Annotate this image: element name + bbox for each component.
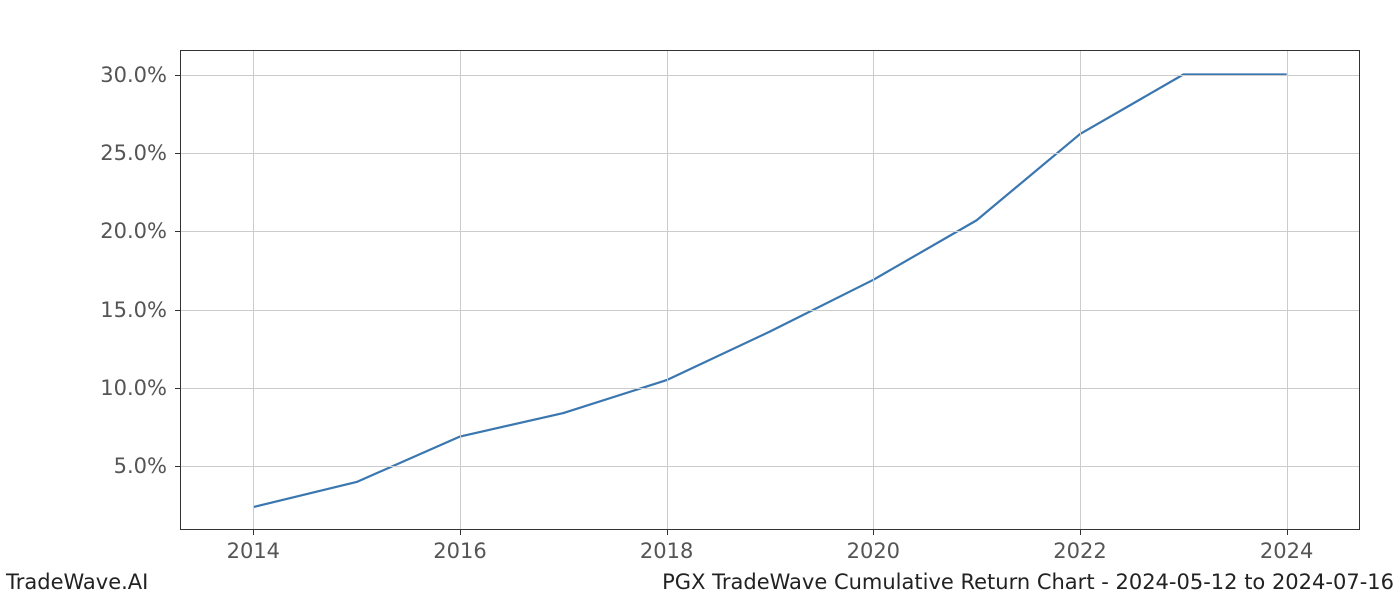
gridline-horizontal	[181, 466, 1359, 467]
y-tick	[175, 153, 181, 154]
footer-left-brand: TradeWave.AI	[6, 570, 148, 594]
x-tick-label: 2020	[847, 539, 900, 563]
chart-container: 2014201620182020202220245.0%10.0%15.0%20…	[180, 50, 1360, 530]
x-tick	[253, 529, 254, 535]
gridline-horizontal	[181, 388, 1359, 389]
x-tick	[1287, 529, 1288, 535]
y-tick	[175, 466, 181, 467]
x-tick	[1080, 529, 1081, 535]
plot-area: 2014201620182020202220245.0%10.0%15.0%20…	[180, 50, 1360, 530]
y-tick	[175, 310, 181, 311]
x-tick-label: 2024	[1260, 539, 1313, 563]
x-tick-label: 2018	[640, 539, 693, 563]
series-line	[253, 75, 1286, 508]
x-tick-label: 2014	[227, 539, 280, 563]
y-tick	[175, 75, 181, 76]
y-tick-label: 25.0%	[100, 141, 167, 165]
x-tick-label: 2022	[1053, 539, 1106, 563]
gridline-vertical	[1287, 51, 1288, 529]
gridline-vertical	[667, 51, 668, 529]
footer-right-caption: PGX TradeWave Cumulative Return Chart - …	[662, 570, 1394, 594]
gridline-horizontal	[181, 310, 1359, 311]
y-tick	[175, 388, 181, 389]
line-series	[181, 51, 1359, 529]
y-tick-label: 20.0%	[100, 219, 167, 243]
y-tick-label: 30.0%	[100, 63, 167, 87]
gridline-horizontal	[181, 153, 1359, 154]
gridline-horizontal	[181, 231, 1359, 232]
gridline-vertical	[873, 51, 874, 529]
x-tick-label: 2016	[433, 539, 486, 563]
y-tick-label: 5.0%	[114, 454, 167, 478]
x-tick	[460, 529, 461, 535]
gridline-vertical	[253, 51, 254, 529]
y-tick-label: 10.0%	[100, 376, 167, 400]
gridline-vertical	[460, 51, 461, 529]
gridline-vertical	[1080, 51, 1081, 529]
y-tick-label: 15.0%	[100, 298, 167, 322]
x-tick	[873, 529, 874, 535]
x-tick	[667, 529, 668, 535]
gridline-horizontal	[181, 75, 1359, 76]
y-tick	[175, 231, 181, 232]
